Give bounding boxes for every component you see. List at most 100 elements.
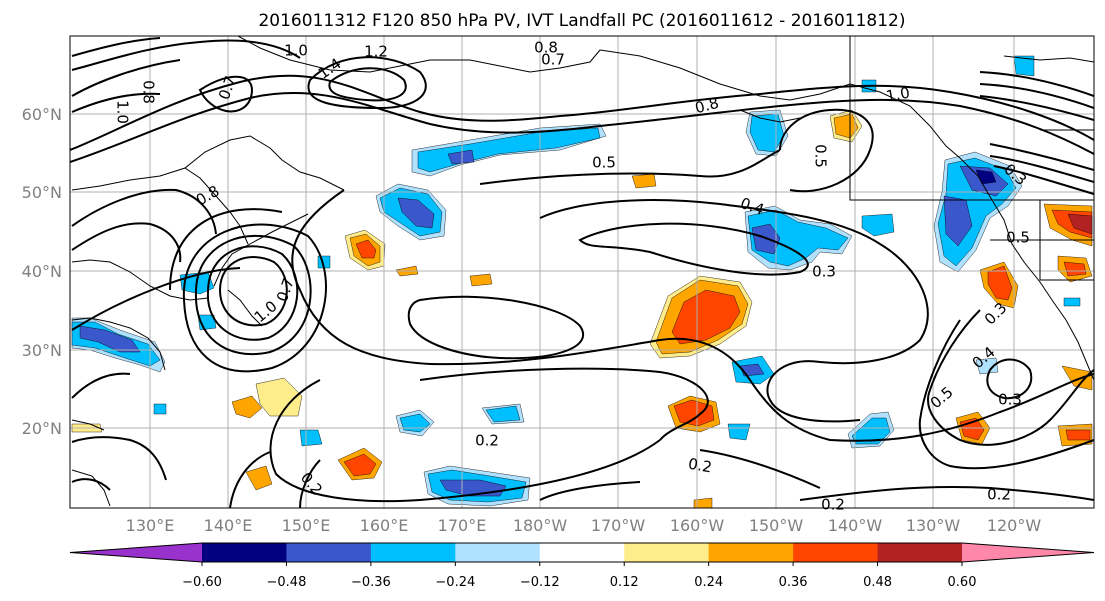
pv-contour: [328, 67, 407, 102]
pv-contour: [269, 379, 661, 503]
pv-contours: [70, 37, 1094, 508]
lon-label: 160°E: [360, 516, 409, 535]
coastline: [213, 213, 309, 287]
lon-label: 160°W: [670, 516, 725, 535]
pv-contour: [169, 208, 283, 291]
contour-label: 1.2: [364, 43, 388, 61]
pv-contour: [71, 59, 181, 97]
anomaly-region: [299, 429, 323, 447]
pv-contour: [198, 75, 253, 113]
pv-contour: [71, 37, 161, 57]
pv-contour: [307, 56, 427, 110]
anomaly-region: [355, 239, 377, 259]
anomaly-region: [673, 399, 715, 427]
contour-label: 0.2: [821, 496, 845, 514]
anomaly-region: [1067, 213, 1093, 235]
colorbar-bin: [370, 543, 456, 562]
latitude-labels: 20°N 30°N 40°N 50°N 60°N: [22, 105, 62, 438]
anomaly-region: [469, 273, 493, 287]
anomaly-region: [671, 289, 741, 345]
anomaly-region: [1013, 55, 1035, 77]
anomaly-region: [245, 465, 273, 491]
coastline: [71, 469, 111, 507]
pv-contour: [979, 71, 1094, 97]
coastline: [184, 167, 249, 245]
colorbar-bin: [624, 543, 710, 562]
pv-contour: [194, 234, 312, 356]
colorbar-tick-label: −0.12: [520, 575, 560, 590]
anomaly-region: [153, 403, 167, 415]
pv-contour: [766, 360, 861, 423]
figure-title: 2016011312 F120 850 hPa PV, IVT Landfall…: [258, 11, 905, 31]
anomaly-region: [485, 405, 521, 423]
colorbar-bin: [877, 543, 963, 562]
contour-label: 0.8: [140, 80, 158, 104]
contour-label: 1.0: [885, 84, 912, 106]
contour-label: 0.5: [1006, 229, 1030, 247]
colorbar-extend-low: [70, 543, 202, 562]
pv-contour: [71, 478, 111, 491]
map-frame: [69, 35, 1095, 509]
lon-label: 150°W: [749, 516, 804, 535]
pv-contour: [479, 149, 781, 185]
pv-contour: [799, 485, 1094, 501]
pv-contour: [429, 337, 1094, 442]
contour-label: 0.3: [812, 263, 836, 281]
pv-contour: [71, 267, 241, 331]
coastline: [71, 135, 345, 191]
pv-contour: [206, 245, 299, 341]
colorbar-bin: [286, 543, 372, 562]
colorbar-tick-label: 0.48: [863, 575, 892, 590]
colorbar-bin: [455, 543, 541, 562]
pv-contour: [989, 155, 1094, 183]
pv-contour: [71, 188, 217, 235]
anomaly-region: [943, 195, 973, 247]
pv-contour: [927, 309, 1094, 446]
gridlines: [70, 36, 1094, 508]
colorbar-tick-label: −0.24: [435, 575, 475, 590]
colorbar: −0.60 −0.48 −0.36 −0.24 −0.12 0.12 0.24 0.36 0.4…: [69, 542, 1095, 590]
contour-label: 0.2: [687, 455, 714, 477]
contour-label: 0.5: [592, 154, 616, 172]
pv-contour: [299, 459, 321, 508]
colorbar-bin: [793, 543, 879, 562]
pv-contour: [993, 165, 1094, 195]
anomaly-region: [727, 423, 751, 441]
lon-label: 180°W: [513, 516, 568, 535]
longitude-labels: 130°E 140°E 150°E 160°E 170°E 180°W 170°W 160°W…: [126, 516, 1042, 535]
pv-contour: [71, 92, 161, 113]
anomaly-region: [975, 357, 999, 375]
pv-contour: [71, 436, 167, 481]
colorbar-tick-label: −0.48: [267, 575, 307, 590]
coastline: [1039, 200, 1094, 281]
pv-contour: [291, 189, 431, 365]
pv-contour: [979, 83, 1094, 109]
anomaly-region: [447, 149, 475, 165]
anomaly-region: [1065, 429, 1091, 441]
pv-contour: [989, 143, 1094, 171]
colorbar-bin: [539, 543, 625, 562]
colorbar-bin: [708, 543, 794, 562]
lat-label: 40°N: [22, 262, 62, 281]
anomaly-region: [631, 173, 657, 189]
pv-contour: [218, 256, 288, 327]
pv-contour: [71, 372, 131, 399]
anomaly-region: [79, 325, 141, 353]
anomaly-region: [231, 395, 263, 419]
coastline: [991, 199, 1094, 381]
anomaly-region: [861, 213, 895, 237]
colorbar-tick-label: 0.24: [694, 575, 723, 590]
pv-contour: [578, 222, 809, 276]
pv-contour: [779, 108, 874, 193]
coastline: [739, 109, 801, 123]
anomaly-region: [693, 497, 713, 508]
colorbar-extend-high: [962, 543, 1094, 562]
pv-contour: [71, 222, 182, 263]
pv-contour: [699, 449, 821, 489]
lon-label: 170°E: [438, 516, 487, 535]
pv-contour: [539, 199, 929, 365]
colorbar-tick-label: 0.12: [610, 575, 639, 590]
contour-label: 1.0: [114, 100, 132, 124]
contour-label: 0.7: [541, 51, 565, 69]
